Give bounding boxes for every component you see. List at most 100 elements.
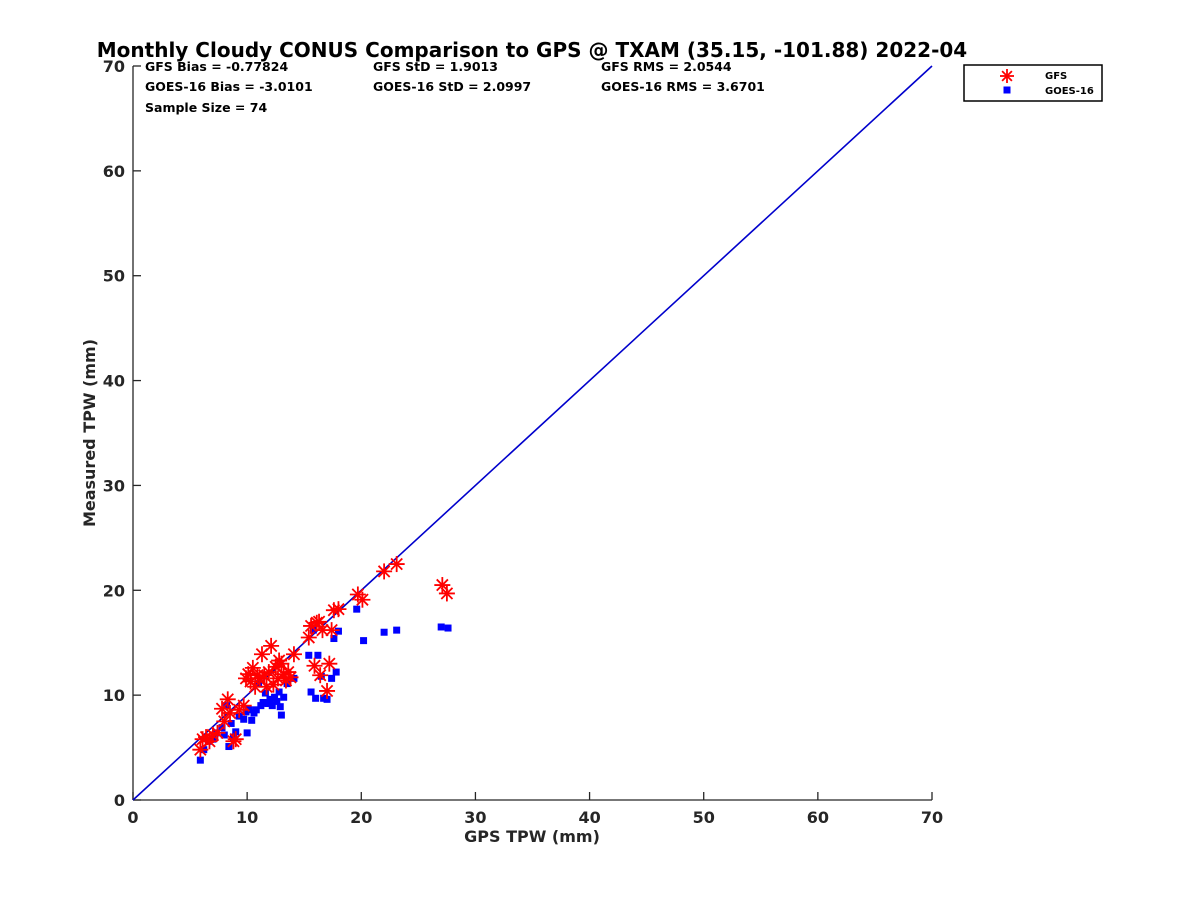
gfs-point xyxy=(282,669,299,686)
goes16-point xyxy=(332,668,340,676)
stat-text: GOES-16 StD = 2.0997 xyxy=(373,79,531,94)
y-tick-label: 60 xyxy=(103,162,125,181)
goes16-point xyxy=(444,624,452,632)
goes16-point xyxy=(314,651,322,659)
goes16-point xyxy=(264,700,272,708)
stats-block: GFS Bias = -0.77824 GFS StD = 1.9013 GFS R… xyxy=(145,59,765,115)
goes16-point xyxy=(243,729,251,737)
goes16-point xyxy=(328,674,336,682)
plot-area: 0 10 20 30 40 50 60 70 0 10 20 30 40 50 60 70 xyxy=(103,57,943,827)
gfs-point xyxy=(216,713,233,730)
goes16-point xyxy=(268,702,276,710)
goes16-point xyxy=(223,702,231,710)
goes16-point xyxy=(283,680,291,688)
goes16-point xyxy=(290,674,298,682)
gfs-point xyxy=(306,657,323,674)
goes16-point xyxy=(245,706,253,714)
x-tick-label: 40 xyxy=(578,808,600,827)
x-tick-label: 30 xyxy=(464,808,486,827)
goes16-point xyxy=(196,756,204,764)
y-tick-label: 20 xyxy=(103,581,125,600)
goes16-point xyxy=(259,698,267,706)
gfs-point xyxy=(265,676,282,693)
stat-text: GOES-16 Bias = -3.0101 xyxy=(145,79,313,94)
goes16-point xyxy=(280,693,288,701)
gfs-point xyxy=(388,556,405,573)
x-axis-label: GPS TPW (mm) xyxy=(464,827,600,846)
y-tick-label: 40 xyxy=(103,372,125,391)
goes16-point xyxy=(330,635,338,643)
gfs-point xyxy=(438,585,455,602)
gfs-point xyxy=(319,682,336,699)
y-tick-label: 0 xyxy=(114,791,125,810)
goes16-point xyxy=(277,711,285,719)
chart-title: Monthly Cloudy CONUS Comparison to GPS @… xyxy=(97,38,967,62)
goes16-point xyxy=(240,715,248,723)
gfs-point xyxy=(209,724,226,741)
gfs-point xyxy=(219,691,236,708)
goes16-marker xyxy=(1003,86,1011,94)
x-tick-label: 70 xyxy=(921,808,943,827)
gfs-marker xyxy=(1000,69,1014,83)
gfs-point xyxy=(434,577,451,594)
legend-gfs-marker-icon xyxy=(1000,69,1014,83)
goes16-point xyxy=(248,716,256,724)
goes16-point xyxy=(266,695,274,703)
goes16-point xyxy=(334,627,342,635)
gfs-point xyxy=(300,629,317,646)
stat-text: GFS Bias = -0.77824 xyxy=(145,59,288,74)
gfs-point xyxy=(285,646,302,663)
gfs-point xyxy=(323,622,340,639)
goes16-point xyxy=(220,731,228,739)
goes16-point xyxy=(252,706,260,714)
gfs-point xyxy=(235,697,252,714)
gfs-point xyxy=(376,563,393,580)
goes16-point xyxy=(323,695,331,703)
y-tick-label: 10 xyxy=(103,686,125,705)
goes16-point xyxy=(261,689,269,697)
stat-text: GOES-16 RMS = 3.6701 xyxy=(601,79,765,94)
goes16-point xyxy=(305,651,313,659)
stat-text: Sample Size = 74 xyxy=(145,100,267,115)
goes16-point xyxy=(393,626,401,634)
legend-goes16-marker-icon xyxy=(1003,86,1011,94)
goes16-point xyxy=(271,693,279,701)
goes16-point xyxy=(309,626,317,634)
x-tick-label: 20 xyxy=(350,808,372,827)
goes16-point xyxy=(227,719,235,727)
goes16-point xyxy=(380,628,388,636)
x-tick-label: 0 xyxy=(127,808,138,827)
goes16-point xyxy=(312,694,320,702)
gfs-point xyxy=(251,670,268,687)
y-axis-label: Measured TPW (mm) xyxy=(80,339,99,527)
goes16-point xyxy=(307,688,315,696)
goes16-point xyxy=(360,637,368,645)
legend-goes16-label: GOES-16 xyxy=(1045,86,1094,97)
legend-gfs-label: GFS xyxy=(1045,71,1067,82)
gfs-point xyxy=(354,591,371,608)
goes16-point xyxy=(276,703,284,711)
gfs-point xyxy=(273,655,290,672)
stat-text: GFS StD = 1.9013 xyxy=(373,59,498,74)
y-tick-label: 70 xyxy=(103,57,125,76)
y-tick-label: 50 xyxy=(103,267,125,286)
gfs-point xyxy=(330,601,347,618)
gfs-point xyxy=(227,731,244,748)
legend: GFS GOES-16 xyxy=(963,64,1103,102)
x-tick-label: 10 xyxy=(236,808,258,827)
x-tick-label: 60 xyxy=(807,808,829,827)
stat-text: GFS RMS = 2.0544 xyxy=(601,59,732,74)
goes16-point xyxy=(275,688,283,696)
gfs-point xyxy=(312,667,329,684)
gfs-point xyxy=(192,741,209,758)
x-tick-label: 50 xyxy=(693,808,715,827)
legend-box xyxy=(963,64,1103,102)
gfs-point xyxy=(263,637,280,654)
y-tick-label: 30 xyxy=(103,476,125,495)
goes16-point xyxy=(273,697,281,705)
gfs-point xyxy=(321,655,338,672)
goes16-point xyxy=(353,605,361,613)
goes16-point xyxy=(437,623,445,631)
